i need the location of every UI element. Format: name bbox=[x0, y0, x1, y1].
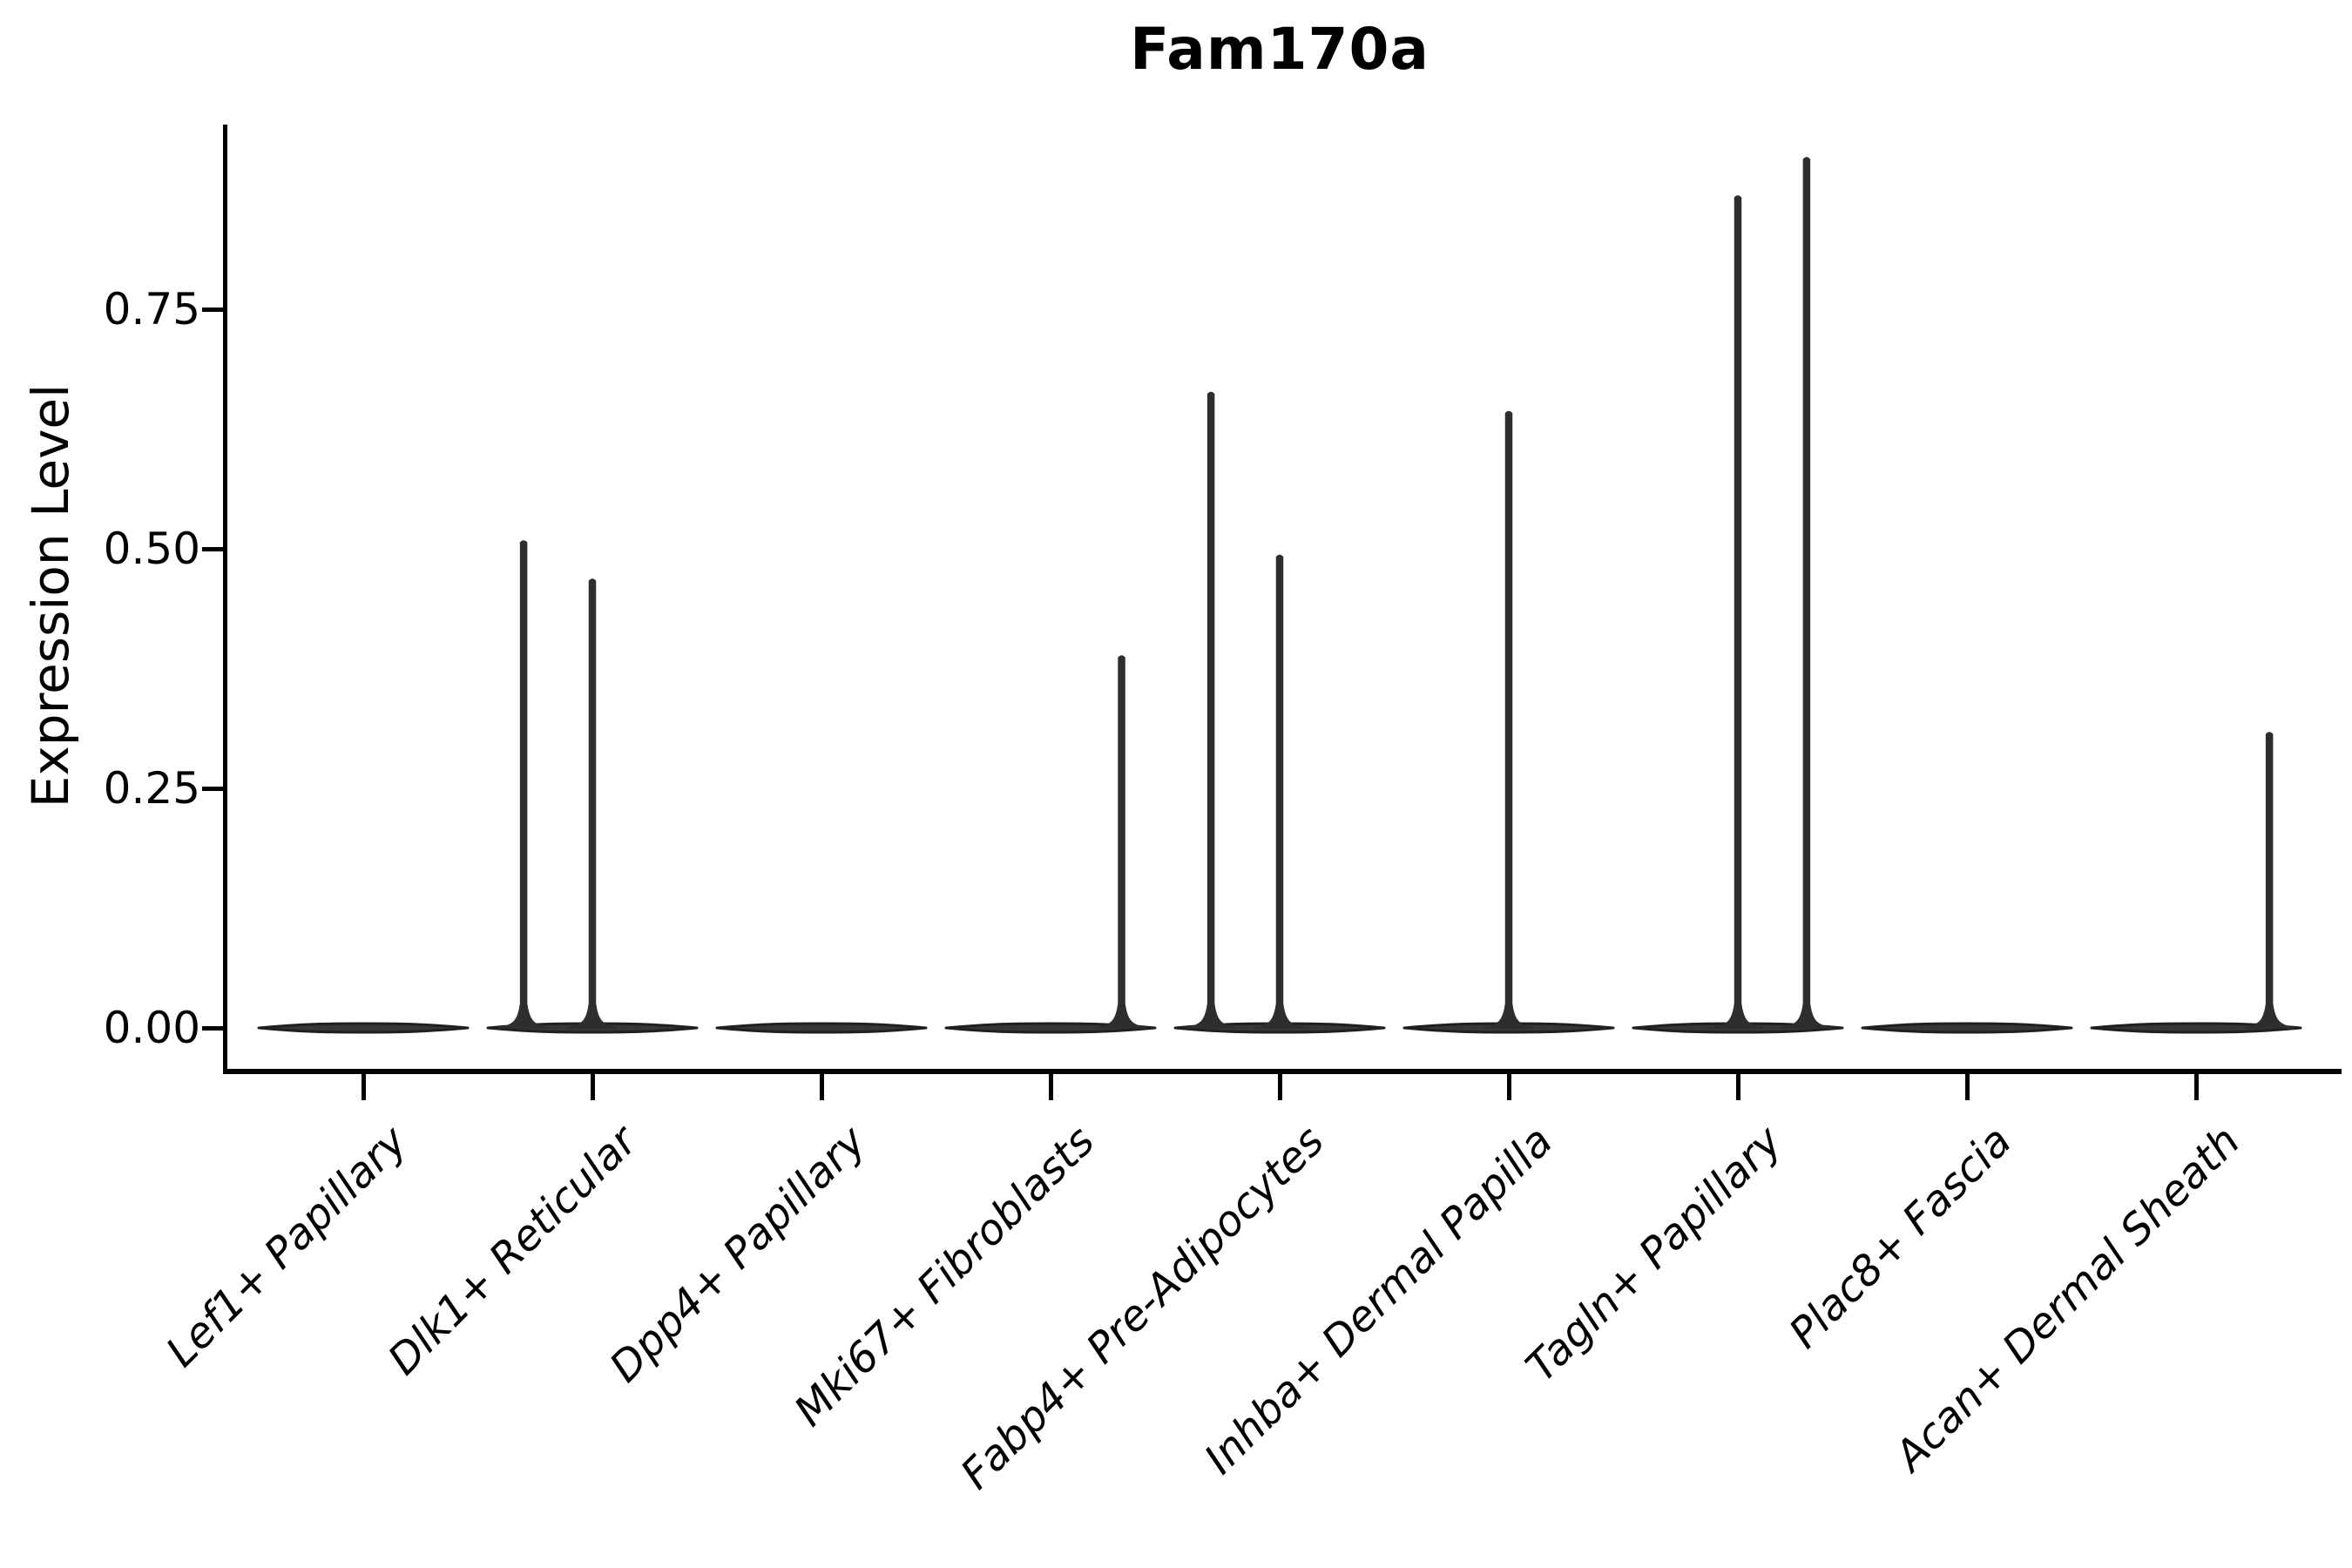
x-tick-mark bbox=[1277, 1074, 1282, 1100]
y-tick-label: 0.00 bbox=[103, 1003, 200, 1053]
x-tick-mark bbox=[361, 1074, 366, 1100]
x-tick-mark bbox=[590, 1074, 595, 1100]
y-tick-mark bbox=[202, 1025, 223, 1031]
violin-body bbox=[1861, 1022, 2073, 1034]
x-tick-mark bbox=[1506, 1074, 1511, 1100]
y-tick-label: 0.75 bbox=[103, 284, 200, 335]
y-tick-mark bbox=[202, 786, 223, 791]
y-tick-mark bbox=[202, 307, 223, 312]
violin-body bbox=[944, 1022, 1157, 1034]
x-tick-mark bbox=[1964, 1074, 1970, 1100]
violin-spike bbox=[1254, 554, 1305, 1029]
violin-body bbox=[2090, 1022, 2302, 1034]
chart-title: Fam170a bbox=[1130, 16, 1429, 83]
y-tick-label: 0.25 bbox=[103, 763, 200, 814]
violin-body bbox=[257, 1022, 470, 1034]
violin-spike bbox=[1713, 195, 1763, 1029]
violin-spike bbox=[1781, 157, 1832, 1029]
violin-spike bbox=[567, 578, 618, 1029]
violin-spike bbox=[2244, 732, 2295, 1029]
violin-body bbox=[715, 1022, 928, 1034]
y-tick-mark bbox=[202, 546, 223, 551]
y-tick-label: 0.50 bbox=[103, 524, 200, 574]
x-tick-mark bbox=[2193, 1074, 2199, 1100]
y-axis-spine bbox=[223, 125, 227, 1074]
x-tick-mark bbox=[819, 1074, 824, 1100]
violin-spike bbox=[1186, 391, 1236, 1029]
x-tick-mark bbox=[1048, 1074, 1053, 1100]
x-tick-mark bbox=[1735, 1074, 1740, 1100]
x-axis-spine bbox=[223, 1069, 2342, 1074]
violin-spike bbox=[1484, 410, 1534, 1029]
violin-spike bbox=[1096, 655, 1147, 1029]
violin-spike bbox=[498, 540, 549, 1029]
